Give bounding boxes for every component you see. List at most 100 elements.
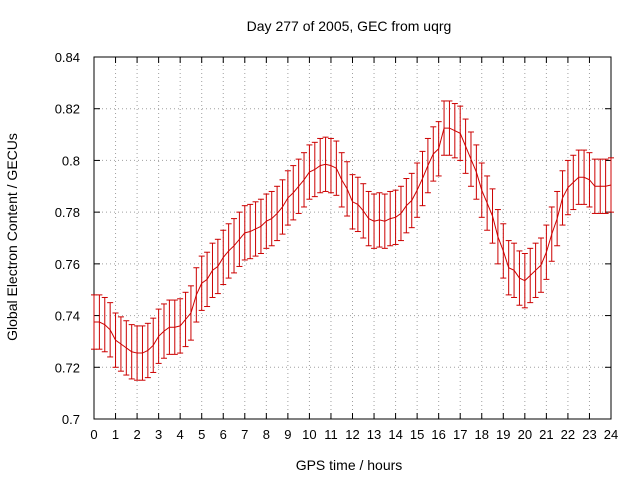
data-point <box>414 162 421 218</box>
x-tick-label: 3 <box>155 427 162 442</box>
data-point <box>381 193 388 249</box>
x-tick-label: 13 <box>367 427 381 442</box>
data-point <box>225 223 232 279</box>
data-point <box>446 100 453 156</box>
x-tick-label: 16 <box>431 427 445 442</box>
data-point <box>112 312 119 368</box>
x-tick-label: 19 <box>496 427 510 442</box>
data-point <box>376 192 383 248</box>
data-point <box>441 100 448 156</box>
data-point <box>284 170 291 226</box>
data-point <box>101 296 108 353</box>
y-tick-label: 0.78 <box>55 205 80 220</box>
chart-title: Day 277 of 2005, GEC from uqrg <box>247 18 452 34</box>
data-point <box>489 188 496 244</box>
data-point <box>581 149 588 205</box>
data-point <box>128 324 135 380</box>
x-tick-label: 22 <box>561 427 575 442</box>
data-point <box>295 158 302 214</box>
grid <box>94 57 611 419</box>
data-point <box>457 105 464 161</box>
x-tick-label: 6 <box>220 427 227 442</box>
x-tick-label: 17 <box>453 427 467 442</box>
data-point <box>311 141 318 198</box>
data-point <box>521 253 528 309</box>
data-point <box>117 316 124 372</box>
data-point <box>419 150 426 207</box>
data-point <box>591 158 598 214</box>
data-point <box>371 193 378 249</box>
data-point <box>263 193 270 249</box>
data-point <box>96 294 103 350</box>
data-point <box>252 201 259 257</box>
data-point <box>155 308 162 364</box>
data-point <box>559 170 566 226</box>
x-tick-label: 4 <box>177 427 184 442</box>
y-tick-label: 0.7 <box>62 412 80 427</box>
data-point <box>564 159 571 216</box>
x-axis-title: GPS time / hours <box>296 457 403 473</box>
data-point <box>257 198 264 255</box>
data-point <box>597 158 604 214</box>
data-point <box>392 189 399 245</box>
data-point <box>306 144 313 200</box>
data-point <box>354 176 361 233</box>
data-point <box>462 118 469 174</box>
data-point <box>290 165 297 221</box>
data-point <box>231 218 238 274</box>
data-point <box>516 250 523 306</box>
data-point <box>344 161 351 217</box>
x-tick-label: 0 <box>90 427 97 442</box>
x-tick-label: 9 <box>284 427 291 442</box>
data-point <box>214 238 221 295</box>
data-point <box>430 126 437 182</box>
data-point <box>274 185 281 242</box>
data-point <box>424 137 431 194</box>
data-point <box>198 255 205 311</box>
data-point <box>134 325 141 381</box>
y-tick-label: 0.76 <box>55 257 80 272</box>
data-point <box>511 242 518 298</box>
y-tick-label: 0.72 <box>55 360 80 375</box>
data-point <box>236 211 243 267</box>
x-tick-label: 2 <box>133 427 140 442</box>
data-point <box>247 203 254 260</box>
x-tick-label: 5 <box>198 427 205 442</box>
data-point <box>91 294 97 350</box>
data-point <box>187 285 194 341</box>
data-point <box>537 237 544 293</box>
data-point <box>527 247 534 304</box>
data-point <box>435 121 442 177</box>
data-point <box>548 206 555 262</box>
data-point <box>150 317 157 373</box>
data-point <box>365 190 372 247</box>
data-point <box>268 190 275 247</box>
y-tick-labels: 0.7 0.72 0.74 0.76 0.78 0.8 0.82 0.84 <box>55 50 80 427</box>
y-tick-label: 0.82 <box>55 102 80 117</box>
y-tick-label: 0.84 <box>55 50 80 65</box>
data-point <box>220 229 227 286</box>
data-point <box>209 242 216 298</box>
x-tick-label: 11 <box>324 427 338 442</box>
data-point <box>204 251 211 308</box>
data-point <box>279 179 286 235</box>
data-point <box>322 136 329 192</box>
data-point <box>467 131 474 187</box>
x-tick-label: 21 <box>539 427 553 442</box>
data-point <box>139 325 146 381</box>
x-tick-label: 7 <box>241 427 248 442</box>
data-point <box>500 223 507 279</box>
data-point <box>171 299 178 355</box>
x-tick-label: 10 <box>302 427 316 442</box>
data-point <box>123 320 130 376</box>
x-tick-labels: 0 1 2 3 4 5 6 7 8 9 10 11 12 13 14 15 16 17 18 19 20 21 22 23 24 <box>90 427 618 442</box>
data-point <box>182 291 189 348</box>
data-point <box>484 175 491 231</box>
y-tick-label: 0.74 <box>55 309 80 324</box>
data-point <box>608 157 614 213</box>
data-point <box>333 140 340 196</box>
data-point <box>387 190 394 247</box>
data-point <box>532 242 539 298</box>
data-point <box>161 303 168 359</box>
